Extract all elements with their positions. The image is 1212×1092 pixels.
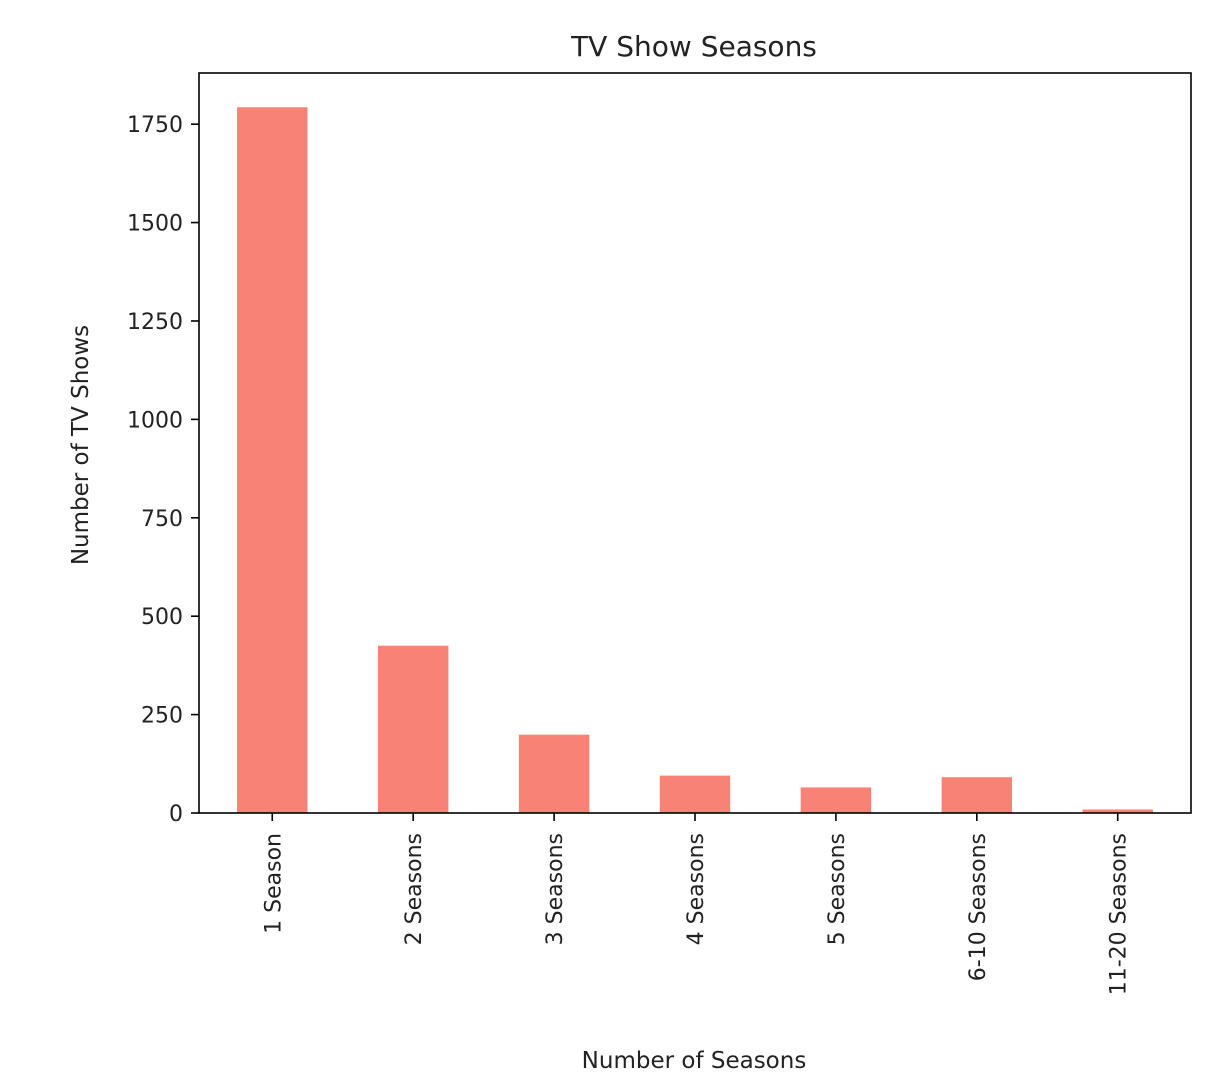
x-tick-label: 1 Season [261,833,286,934]
bar-11-20-seasons [1082,809,1153,813]
x-tick-label: 2 Seasons [402,833,427,945]
plot-area-frame [198,72,1192,814]
y-tick-label: 0 [169,802,183,827]
x-tick-label: 11-20 Seasons [1107,833,1132,995]
bar-3-seasons [518,734,590,813]
y-tick-label: 1250 [127,310,183,335]
chart-title: TV Show Seasons [570,30,817,63]
x-tick-label: 5 Seasons [825,833,850,945]
x-tick-label: 3 Seasons [543,833,568,945]
bar-5-seasons [800,787,872,813]
bar-1-season [237,107,308,814]
bar-6-10-seasons [941,777,1013,813]
x-tick-label: 6-10 Seasons [966,833,991,981]
y-tick-label: 250 [141,704,183,729]
bar-2-seasons [377,645,449,813]
y-tick-label: 1500 [127,212,183,237]
y-tick-label: 500 [141,605,183,630]
x-tick-label: 4 Seasons [684,833,709,945]
bar-4-seasons [659,775,731,813]
y-tick-label: 1000 [127,408,183,433]
x-axis-label: Number of Seasons [582,1048,807,1074]
y-tick-label: 1750 [127,113,183,138]
y-axis-label: Number of TV Shows [68,325,94,565]
ticks-layer: 1 Season 2 Seasons 3 Seasons 4 Seasons 5 Sea… [127,113,1132,995]
y-tick-label: 750 [141,507,183,532]
bars-layer [237,107,1153,814]
